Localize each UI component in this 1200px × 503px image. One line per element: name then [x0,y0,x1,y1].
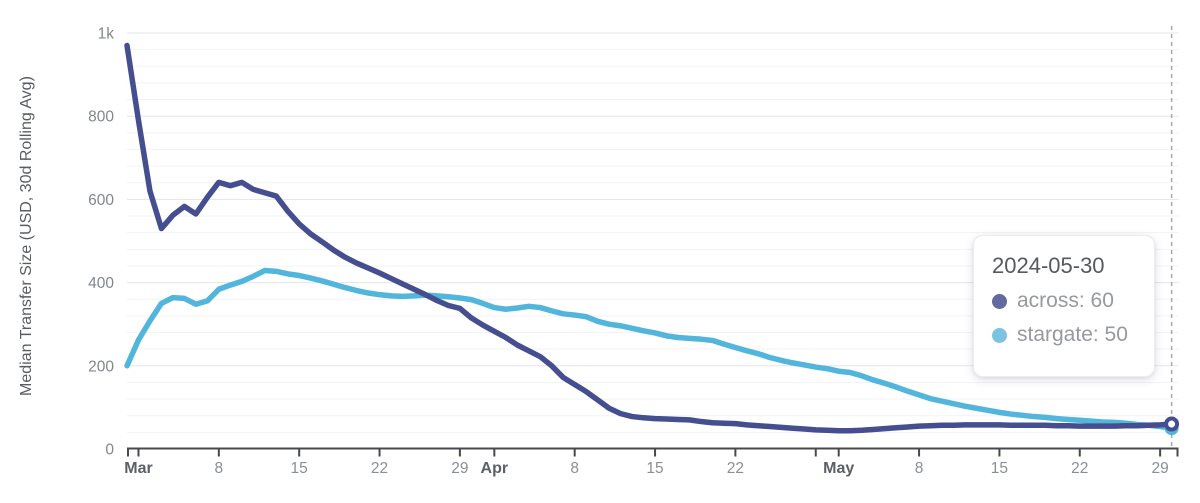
tooltip-row-across: across: 60 [992,289,1138,313]
across-hover-marker [1164,416,1180,432]
x-tick-label: May [823,460,854,477]
x-tick-label: 15 [646,460,663,477]
tooltip-across-value: across: 60 [1017,289,1114,312]
across-legend-dot-icon [992,293,1007,309]
x-tick-label: 29 [1151,460,1168,477]
x-axis: Mar 8 15 22 29 Apr 8 15 22 May 8 15 22 29 [124,447,1179,477]
x-tick-label: 15 [991,460,1008,477]
tooltip-stargate-value: stargate: 50 [1017,323,1128,346]
y-tick-label: 600 [88,192,114,209]
x-tick-label: 8 [570,460,579,477]
y-tick-label: 200 [88,358,114,375]
tooltip-row-stargate: stargate: 50 [992,323,1138,347]
x-tick-label: 8 [915,460,924,477]
x-tick-label: 22 [371,460,388,477]
stargate-legend-dot-icon [992,327,1007,343]
stargate-series-line[interactable] [124,267,1175,431]
x-tick-label: 8 [215,460,224,477]
y-tick-label: 800 [88,109,114,126]
x-tick-label: Mar [124,460,152,477]
y-tick-label: 0 [105,442,114,459]
y-tick-label: 1k [98,26,115,43]
tooltip-date: 2024-05-30 [992,253,1105,278]
x-tick-label: 22 [727,460,744,477]
across-series-line[interactable] [124,42,1175,434]
x-tick-label: 15 [291,460,308,477]
tooltip: 2024-05-30 across: 60 stargate: 50 [973,235,1155,377]
y-tick-label: 400 [88,275,114,292]
x-tick-label: 22 [1071,460,1088,477]
x-tick-label: Apr [481,460,509,477]
x-tick-label: 29 [451,460,468,477]
y-axis-labels: 0 200 400 600 800 1k [88,26,114,459]
